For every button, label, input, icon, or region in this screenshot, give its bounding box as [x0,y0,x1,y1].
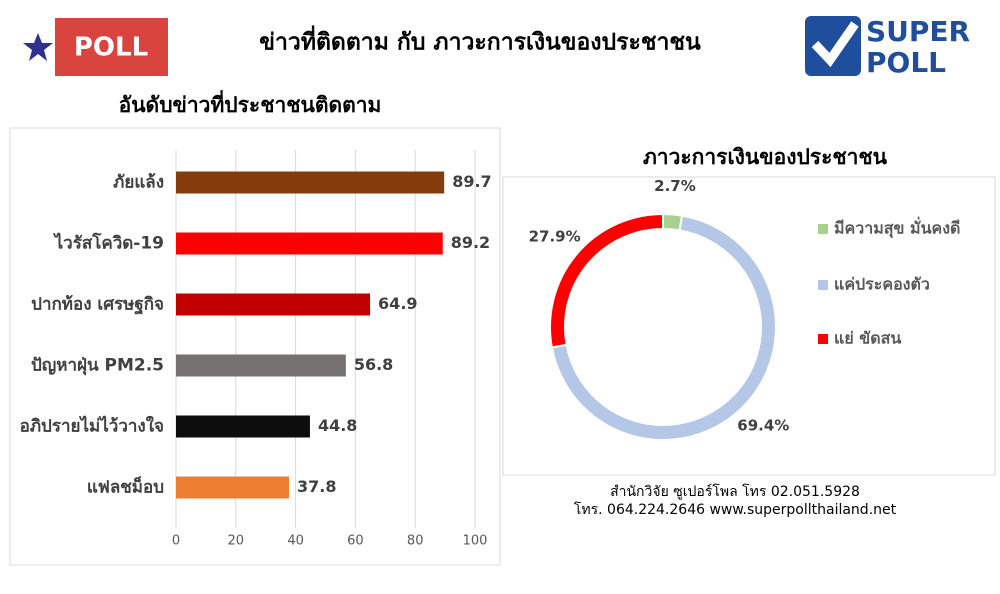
data-label: 89.7 [452,172,491,191]
donut-segment [549,212,664,349]
x-tick-label: 80 [407,534,424,549]
logo-text: SUPER [866,15,970,48]
x-tick-label: 20 [228,534,245,549]
y-tick-label: ปัญหาฝุ่น PM2.5 [31,356,164,376]
chart-title: ภาวะการเงินของประชาชน [643,145,888,169]
bar [176,293,371,316]
y-tick-label: ภัยแล้ง [113,173,164,193]
x-tick-label: 0 [172,534,180,549]
legend-swatch [818,224,828,234]
bar [176,171,445,194]
bar [176,232,443,255]
logo-text: POLL [866,46,946,79]
data-label: 56.8 [354,355,393,374]
logo-check [811,21,859,68]
x-tick-label: 40 [287,534,304,549]
badge: POLL [74,33,148,63]
y-tick-label: แฟลชม็อบ [87,475,164,498]
footer-line: โทร. 064.224.2646 www.superpollthailand.… [574,501,897,518]
chart-frame [9,127,501,566]
data-label: 44.8 [318,416,357,435]
bar [176,415,310,438]
legend-swatch [818,280,828,290]
data-label: 69.4% [737,417,789,435]
chart-title: อันดับข่าวที่ประชาชนติดตาม [119,89,382,117]
data-label: 37.8 [297,477,336,496]
data-label: 27.9% [529,227,581,245]
data-label: 2.7% [654,177,696,195]
bar [176,354,346,377]
chart-frame [502,176,996,476]
legend-label: แค่ประคองตัว [834,275,930,294]
data-label: 89.2 [451,233,490,252]
data-label: 64.9 [378,294,417,313]
y-tick-label: ไวรัสโควิด-19 [53,233,164,254]
x-tick-label: 60 [347,534,364,549]
bar [176,476,290,499]
star-icon [23,33,53,61]
x-tick-label: 100 [463,534,488,549]
legend-swatch [818,334,828,344]
page-title: ข่าวที่ติดตาม กับ ภาวะการเงินของประชาชน [259,25,701,56]
y-tick-label: ปากท้อง เศรษฐกิจ [31,295,164,316]
badge-box [55,18,168,76]
y-tick-label: อภิปรายไม่ไว้วางใจ [20,416,164,437]
legend-label: มีความสุข มั่นคงดี [834,217,960,239]
footer-line: สำนักวิจัย ซูเปอร์โพล โทร 02.051.5928 [610,483,860,500]
legend-label: แย่ ขัดสน [834,329,901,348]
